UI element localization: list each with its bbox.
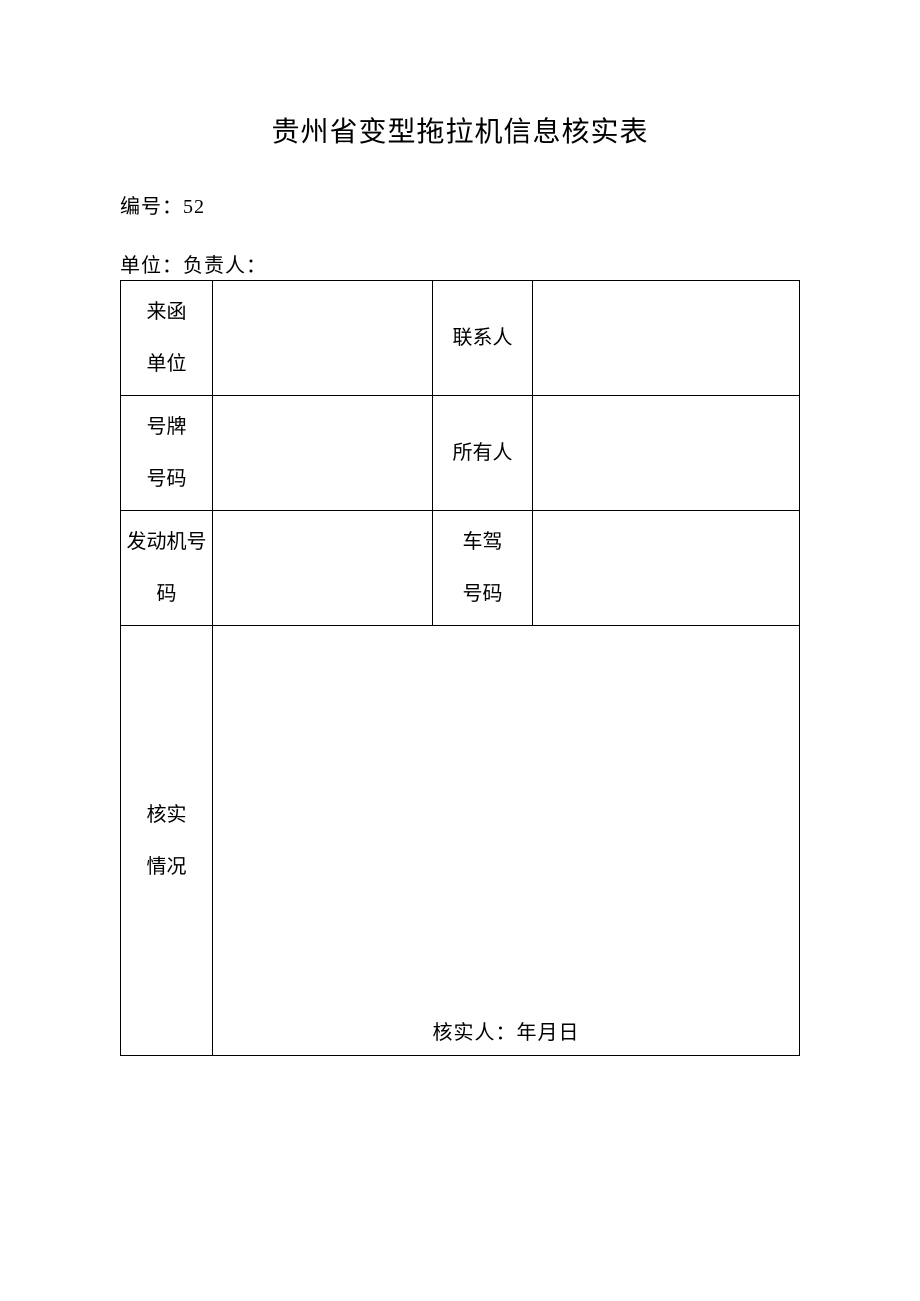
label-text: 号码 — [463, 583, 503, 605]
table-row: 发动机号 码 车驾 号码 — [121, 511, 800, 626]
label-text: 情况 — [147, 856, 187, 878]
sender-unit-value — [213, 281, 433, 396]
label-text: 发动机号 — [127, 531, 207, 553]
verifier-label: 核实人： — [433, 1022, 517, 1044]
verification-status-label: 核实 情况 — [121, 626, 213, 1056]
plate-number-value — [213, 396, 433, 511]
table-row: 来函 单位 联系人 — [121, 281, 800, 396]
label-text: 车驾 — [463, 531, 503, 553]
serial-label: 编号： — [120, 196, 183, 218]
frame-number-label: 车驾 号码 — [433, 511, 533, 626]
document-title: 贵州省变型拖拉机信息核实表 — [120, 110, 800, 150]
date-label: 年月日 — [517, 1022, 580, 1044]
verification-table: 来函 单位 联系人 号牌 号码 所有人 发动机号 码 — [120, 280, 800, 1056]
label-text: 核实 — [147, 804, 187, 826]
engine-number-value — [213, 511, 433, 626]
label-text: 号牌 — [147, 416, 187, 438]
owner-label: 所有人 — [433, 396, 533, 511]
serial-number: 52 — [183, 196, 205, 218]
owner-value — [533, 396, 800, 511]
document-page: 贵州省变型拖拉机信息核实表 编号：52 单位：负责人： 来函 单位 联系人 号牌… — [0, 0, 920, 1056]
table-row: 核实 情况 核实人：年月日 — [121, 626, 800, 1056]
unit-line: 单位：负责人： — [120, 249, 800, 278]
table-row: 号牌 号码 所有人 — [121, 396, 800, 511]
label-text: 来函 — [147, 301, 187, 323]
unit-label: 单位： — [120, 255, 183, 277]
responsible-label: 负责人： — [183, 255, 267, 277]
engine-number-label: 发动机号 码 — [121, 511, 213, 626]
label-text: 单位 — [147, 353, 187, 375]
contact-value — [533, 281, 800, 396]
plate-number-label: 号牌 号码 — [121, 396, 213, 511]
label-text: 码 — [157, 583, 177, 605]
sender-unit-label: 来函 单位 — [121, 281, 213, 396]
verifier-date-line: 核实人：年月日 — [217, 1016, 795, 1045]
serial-line: 编号：52 — [120, 190, 800, 219]
contact-label: 联系人 — [433, 281, 533, 396]
label-text: 号码 — [147, 468, 187, 490]
verification-status-value: 核实人：年月日 — [213, 626, 800, 1056]
frame-number-value — [533, 511, 800, 626]
